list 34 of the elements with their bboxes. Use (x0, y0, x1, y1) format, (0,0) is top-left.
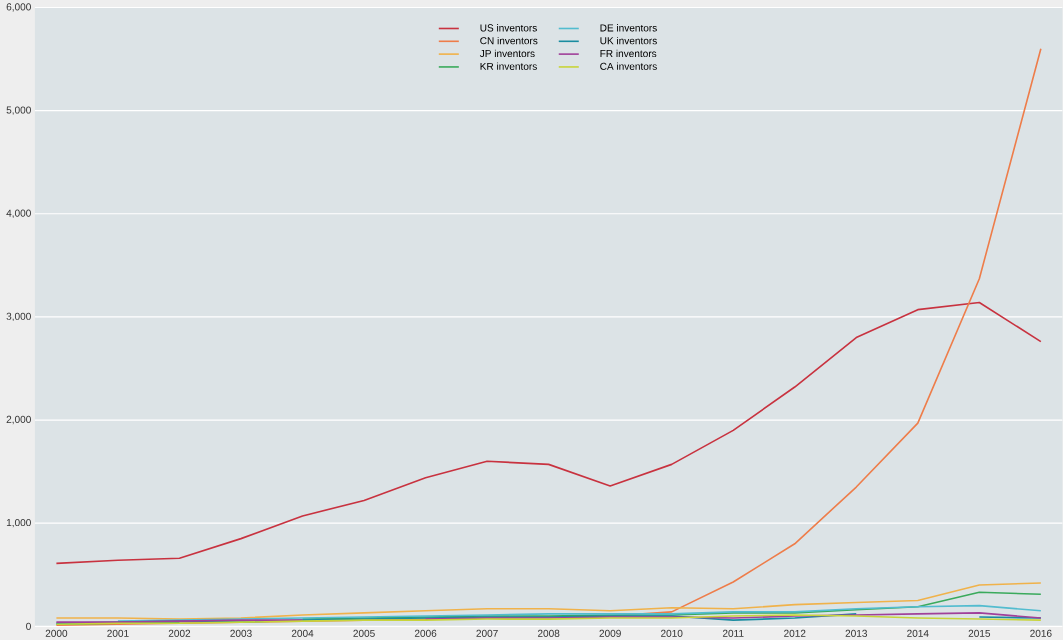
x-tick-label: 2016 (1030, 629, 1052, 637)
y-tick-label: 4,000 (6, 209, 31, 218)
x-tick-label: 2001 (107, 629, 129, 637)
y-tick-label: 6,000 (6, 3, 31, 12)
y-tick-label: 2,000 (6, 415, 31, 425)
legend-label: US inventors (480, 23, 537, 32)
legend-label: UK inventors (600, 36, 657, 45)
x-tick-label: 2010 (661, 629, 683, 637)
x-tick-label: 2015 (968, 629, 991, 637)
x-tick-label: 2006 (414, 629, 437, 637)
x-tick-label: 2009 (599, 629, 621, 637)
x-tick-label: 2012 (784, 629, 806, 637)
x-tick-label: 2002 (168, 629, 191, 637)
x-tick-label: 2000 (45, 629, 68, 637)
x-tick-label: 2008 (537, 629, 560, 637)
legend-label: CN inventors (480, 36, 538, 45)
x-tick-label: 2005 (353, 629, 375, 637)
x-tick-label: 2013 (845, 629, 868, 637)
line-series (55, 301, 1042, 565)
x-tick-label: 2004 (291, 629, 314, 637)
legend-label: JP inventors (479, 49, 535, 57)
y-tick-label: 3,000 (6, 312, 31, 321)
x-tick-label: 2011 (722, 629, 744, 637)
x-tick-label: 2014 (907, 629, 929, 637)
legend-label: KR inventors (480, 62, 537, 70)
y-tick-label: 1,000 (6, 518, 31, 528)
legend-label: DE inventors (600, 23, 657, 32)
x-tick-label: 2003 (230, 629, 252, 637)
line-series (55, 582, 1042, 620)
legend-label: CA inventors (600, 62, 657, 70)
legend-label: FR inventors (600, 49, 657, 57)
y-tick-label: 5,000 (6, 106, 31, 115)
x-tick-label: 2007 (476, 629, 498, 637)
y-tick-label: 0 (26, 622, 31, 630)
